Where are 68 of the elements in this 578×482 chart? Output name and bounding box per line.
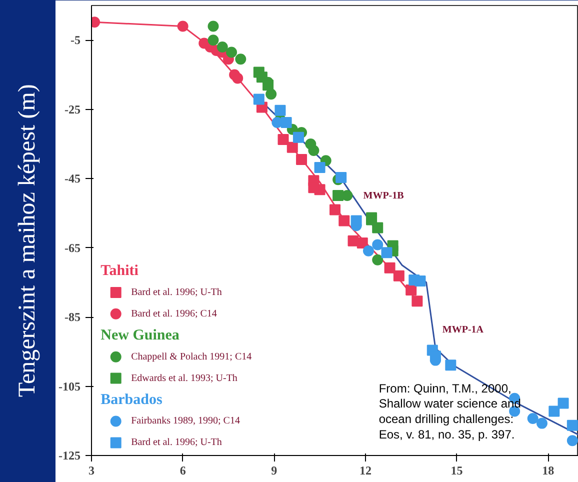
point	[566, 435, 578, 446]
point	[548, 406, 560, 417]
point	[406, 284, 417, 296]
y-axis-title: Tengerszint a maihoz képest (m)	[0, 0, 55, 482]
point	[372, 239, 384, 250]
point	[296, 154, 308, 166]
legend-label: Bard et al. 1996; C14	[131, 308, 217, 320]
point	[445, 360, 456, 371]
point	[208, 34, 219, 46]
point	[177, 20, 188, 32]
x-tick-label: 15	[450, 464, 463, 478]
annotation: MWP-1A	[442, 324, 484, 336]
legend-label: Chappell & Polach 1991; C14	[131, 351, 252, 362]
point	[262, 80, 274, 91]
point	[216, 42, 228, 53]
x-tick-label: 9	[271, 464, 278, 478]
point	[274, 104, 286, 116]
point	[350, 215, 362, 226]
point	[384, 262, 396, 274]
y-tick-label: -105	[58, 379, 81, 394]
point	[235, 54, 246, 65]
x-tick-label: 3	[88, 464, 94, 478]
point	[372, 254, 384, 266]
point	[372, 222, 384, 234]
x-tick-label: 12	[359, 464, 372, 478]
point	[314, 162, 326, 173]
point	[356, 237, 368, 248]
x-tick-label: 18	[542, 464, 554, 478]
point	[412, 296, 423, 307]
point	[414, 276, 426, 287]
point	[278, 134, 289, 145]
point	[393, 270, 404, 282]
point	[527, 412, 538, 424]
y-tick-label: -65	[64, 240, 81, 255]
legend-label: Fairbanks 1989, 1990; C14	[131, 416, 240, 427]
x-tick-label: 6	[180, 464, 186, 478]
y-tick-label: -25	[64, 102, 81, 116]
annotation: Tahiti	[100, 263, 138, 279]
point	[226, 46, 238, 58]
y-tick-label: -125	[58, 448, 81, 462]
y-tick-label: -45	[64, 172, 81, 186]
point	[232, 72, 244, 84]
point	[338, 215, 350, 226]
point	[558, 398, 569, 409]
point	[536, 418, 548, 429]
point	[286, 142, 298, 153]
point	[308, 182, 320, 194]
point	[280, 117, 292, 128]
y-tick-label: -5	[70, 33, 81, 48]
point	[381, 247, 392, 258]
point	[430, 350, 441, 362]
annotation: New Guinea	[100, 327, 180, 344]
point	[362, 245, 374, 256]
point	[566, 420, 578, 431]
annotation: Barbados	[100, 392, 162, 408]
point	[292, 132, 304, 143]
legend-label: Bard et al. 1996; U-Th	[131, 437, 222, 448]
point	[253, 94, 264, 105]
legend-label: Bard et al. 1996; U-Th	[131, 286, 222, 298]
legend-label: Edwards et al. 1993; U-Th	[131, 372, 238, 384]
annotation: MWP-1B	[363, 190, 404, 202]
point	[308, 145, 320, 156]
point	[336, 172, 347, 184]
point	[266, 88, 277, 100]
y-tick-label: -85	[64, 310, 81, 324]
point	[330, 204, 340, 216]
point	[332, 190, 344, 202]
point	[208, 20, 219, 32]
